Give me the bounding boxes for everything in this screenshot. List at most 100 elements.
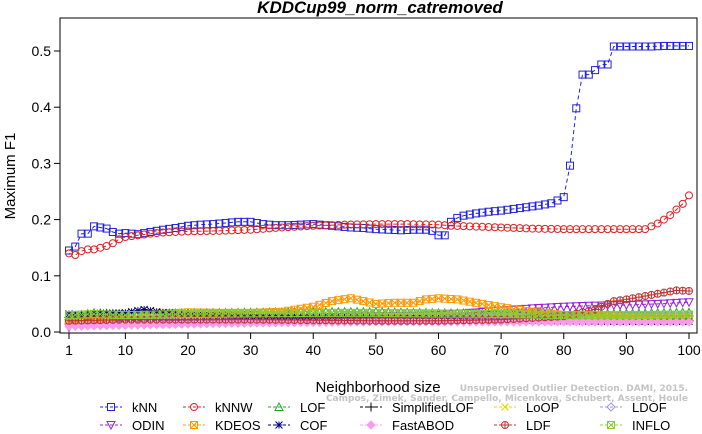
point-knnw: [215, 226, 224, 235]
point-knn: [115, 229, 124, 238]
point-knn: [534, 201, 543, 210]
point-fastabod: [565, 317, 575, 327]
legend-marker: [107, 403, 115, 411]
point-fastabod: [678, 317, 688, 327]
point-knnw: [440, 221, 449, 230]
point-knnw: [559, 225, 568, 234]
point-knnw: [522, 224, 531, 233]
point-knnw: [490, 223, 499, 232]
point-knnw: [152, 229, 161, 238]
point-fastabod: [64, 321, 74, 332]
point-fastabod: [101, 320, 112, 331]
point-knnw: [290, 222, 299, 231]
point-knnw: [659, 215, 668, 224]
point-cof: [209, 311, 217, 320]
point-knn: [221, 218, 230, 227]
point-knnw: [553, 225, 562, 234]
point-knnw: [421, 220, 430, 229]
point-knn: [440, 231, 449, 240]
point-odin: [565, 302, 575, 312]
point-cof: [202, 311, 211, 320]
point-odin: [533, 304, 544, 314]
point-cof: [102, 309, 111, 318]
point-knn: [647, 42, 656, 51]
point-knnw: [265, 224, 274, 233]
point-knnw: [459, 222, 468, 231]
point-odin: [571, 302, 582, 312]
point-knn: [490, 207, 499, 216]
legend-marker: [275, 421, 283, 429]
point-odin: [471, 308, 481, 318]
plot-area: [59, 17, 698, 334]
legend-marker: [366, 420, 376, 430]
point-knnw: [428, 220, 437, 229]
x-tick-label: 60: [431, 342, 447, 358]
legend-item-cof: COF: [268, 418, 328, 433]
point-ldf: [647, 290, 656, 299]
series-knnw: [65, 191, 693, 260]
point-knn: [503, 205, 512, 214]
credit-line-1: Unsupervised Outlier Detection. DAMI, 20…: [460, 384, 688, 394]
point-fastabod: [70, 321, 80, 331]
point-knnw: [578, 225, 587, 234]
point-odin: [540, 303, 550, 313]
point-knnw: [434, 220, 443, 229]
point-fastabod: [665, 317, 675, 327]
legend-item-fastabod: FastABOD: [360, 418, 454, 433]
point-knnw: [334, 220, 343, 229]
x-tick-label: 1: [65, 342, 73, 358]
point-knnw: [415, 220, 424, 229]
point-fastabod: [189, 319, 199, 329]
y-tick-label: 0.3: [32, 155, 52, 171]
point-knnw: [227, 226, 236, 235]
legend-marker: [607, 421, 615, 429]
point-knn: [165, 224, 174, 233]
legend-label: COF: [300, 418, 328, 433]
point-cof: [96, 309, 105, 318]
legend-marker: [190, 403, 198, 411]
legend: kNN kNNW LOF SimplifiedLOF LoOP LDOF ODIN KDEOS…: [100, 400, 670, 433]
point-fastabod: [114, 320, 124, 331]
point-knnw: [209, 226, 218, 235]
point-cof: [165, 309, 174, 317]
legend-item-inflo: INFLO: [600, 418, 670, 433]
point-odin: [552, 303, 563, 313]
point-knn: [227, 218, 236, 227]
point-knn: [641, 42, 650, 51]
point-knnw: [221, 226, 230, 235]
point-knnw: [302, 222, 311, 231]
point-knnw: [622, 225, 631, 234]
y-tick-label: 0.1: [32, 268, 52, 284]
point-knnw: [403, 220, 412, 229]
point-odin: [508, 305, 519, 315]
point-cof: [190, 311, 199, 320]
legend-label: KDEOS: [215, 418, 261, 433]
point-knnw: [566, 225, 575, 234]
point-knn: [353, 223, 362, 232]
credit-line-2: Campos, Zimek, Sander, Campello, Micenko…: [326, 394, 688, 404]
point-knn: [628, 42, 637, 51]
point-fastabod: [652, 317, 663, 327]
point-knnw: [453, 221, 462, 230]
point-fastabod: [671, 317, 682, 327]
point-ldf: [685, 286, 693, 295]
series-line-knn: [68, 45, 689, 251]
point-fastabod: [164, 319, 174, 330]
point-fastabod: [646, 317, 657, 327]
point-ldf: [666, 287, 675, 296]
point-knnw: [515, 224, 524, 233]
point-knn: [384, 225, 393, 234]
legend-label: kNN: [132, 400, 157, 415]
point-knnw: [183, 227, 192, 236]
point-fastabod: [659, 317, 669, 327]
point-ldf: [628, 294, 637, 303]
point-fastabod: [108, 320, 118, 331]
x-tick-label: 50: [368, 342, 384, 358]
point-fastabod: [559, 317, 569, 327]
point-knnw: [196, 227, 205, 236]
point-odin: [684, 298, 694, 308]
x-tick-label: 80: [556, 342, 572, 358]
point-knn: [622, 42, 631, 51]
point-inflo: [685, 310, 693, 319]
point-odin: [464, 308, 475, 318]
